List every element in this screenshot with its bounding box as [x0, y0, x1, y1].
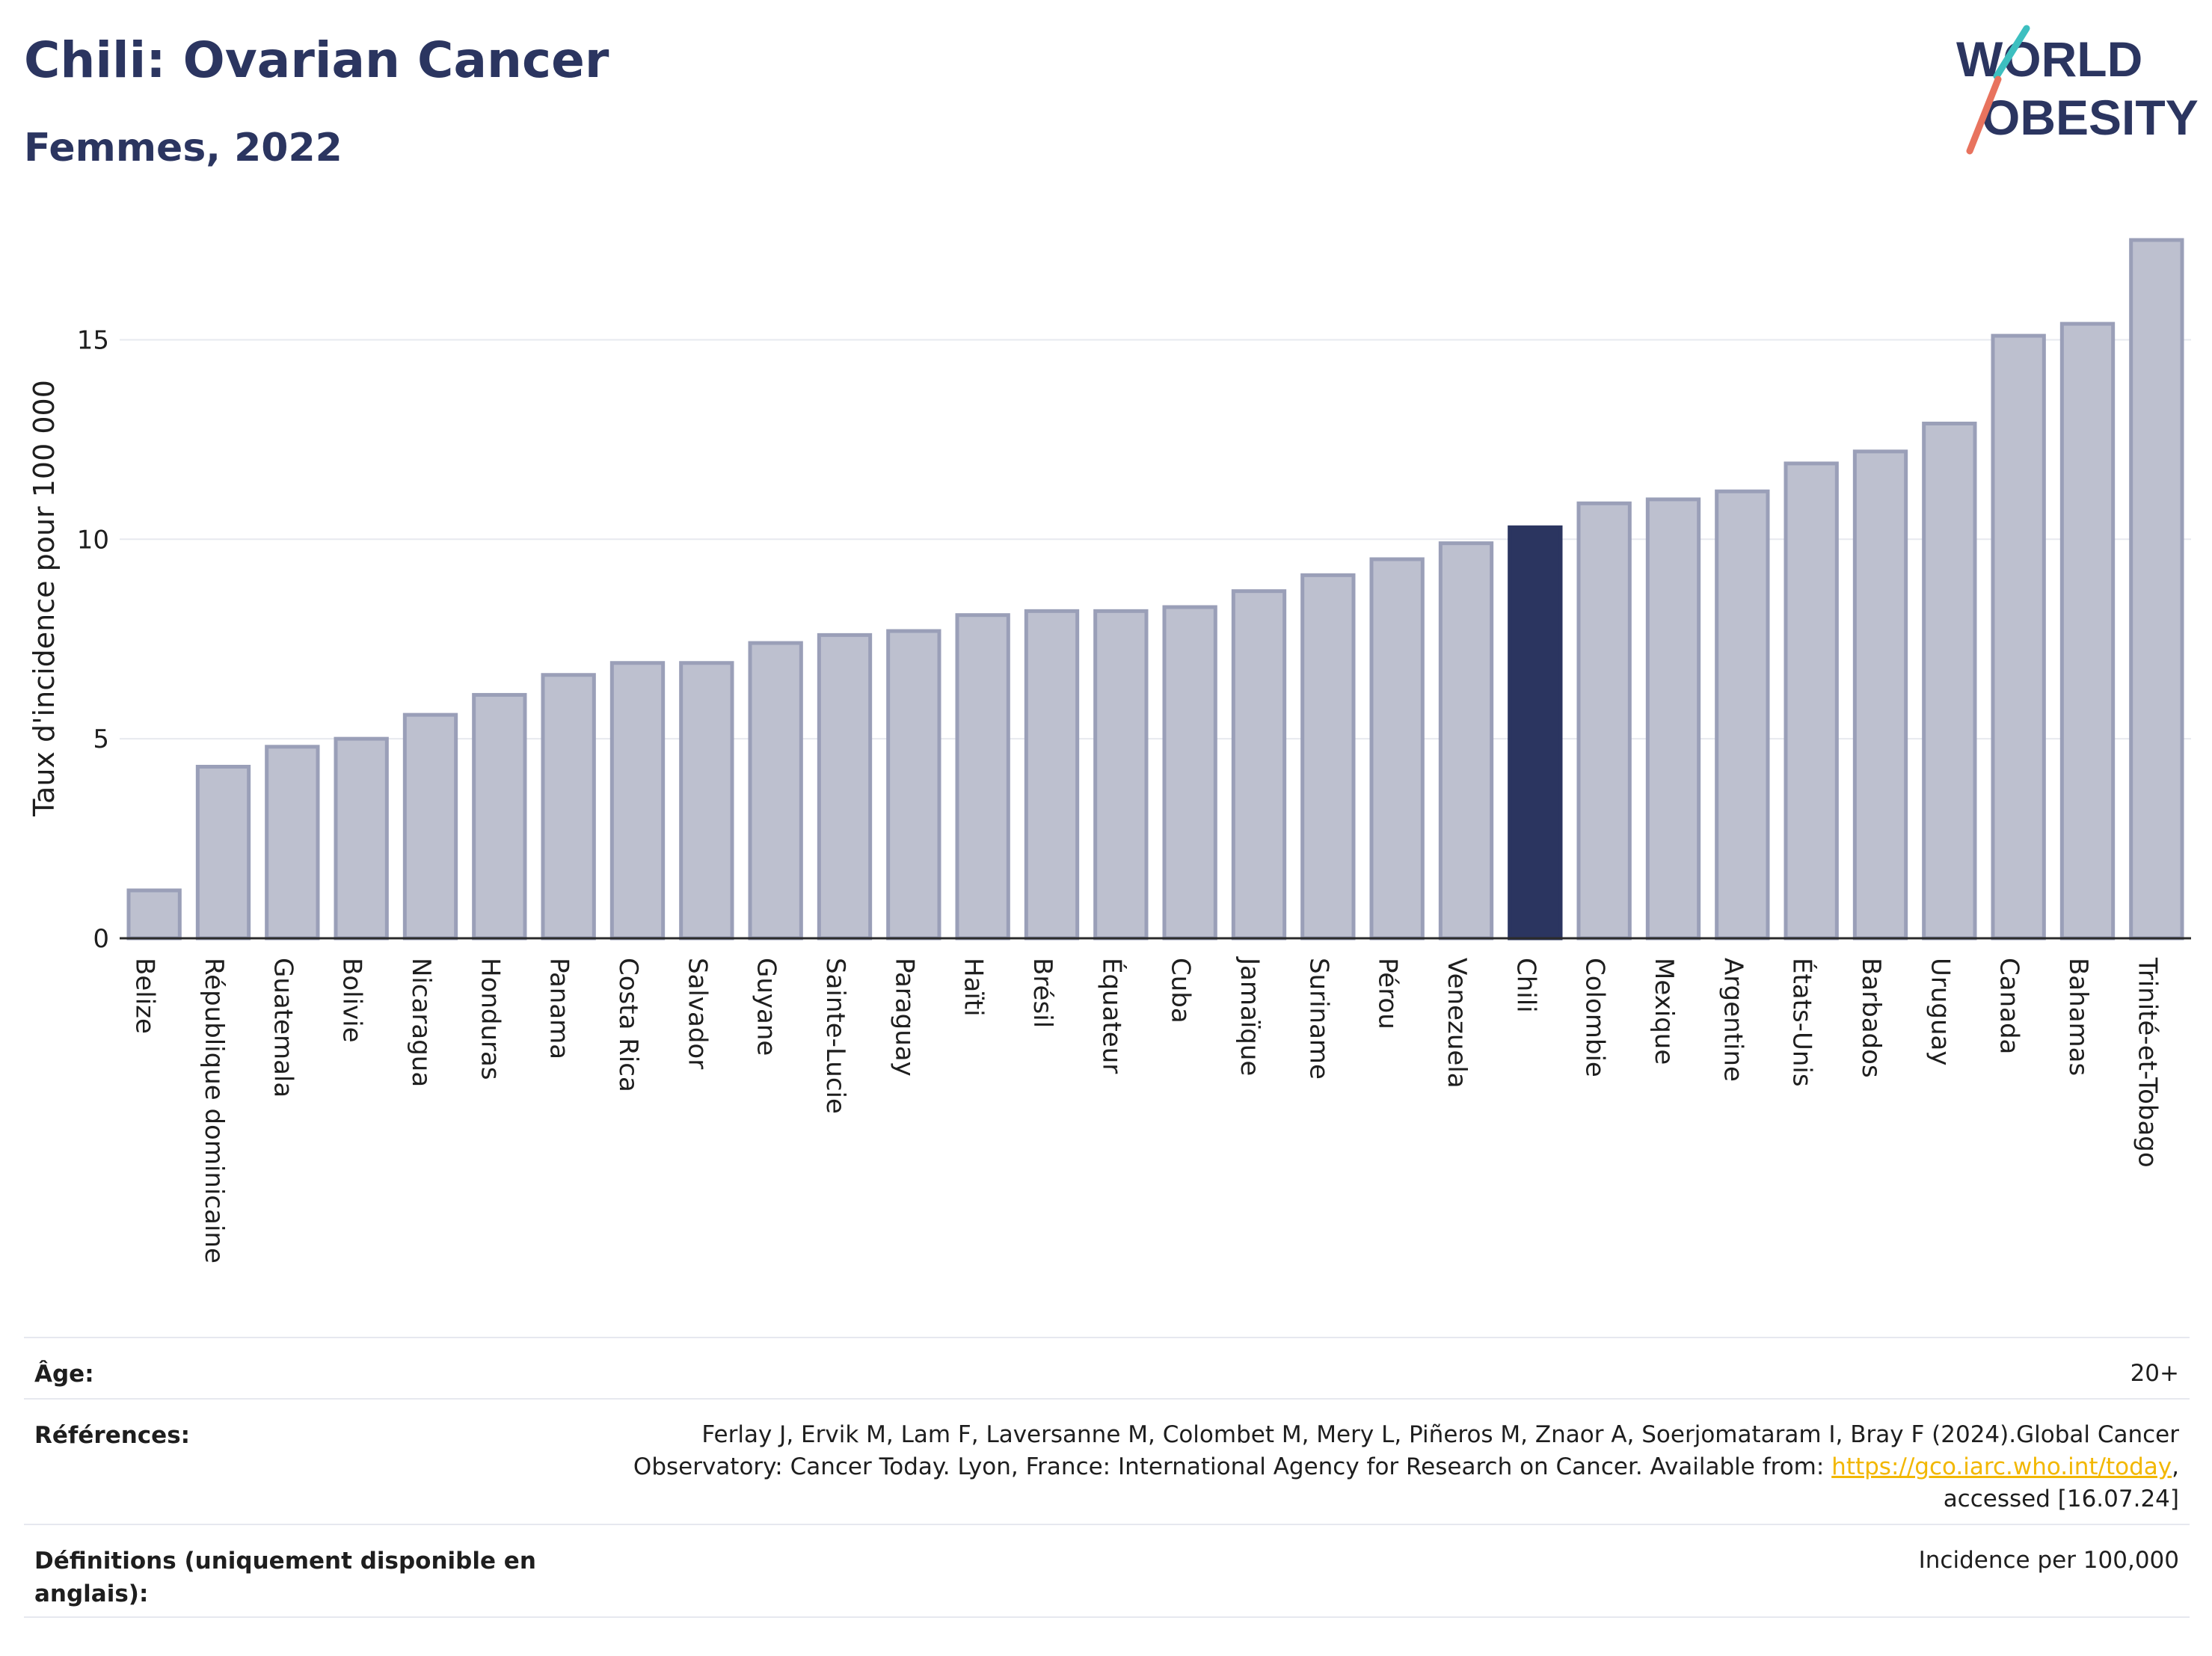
logo-slash-teal [1993, 25, 2030, 80]
bar[interactable] [1576, 501, 1632, 941]
x-tick-label: Nicaragua [406, 958, 436, 1087]
bar[interactable] [1369, 557, 1425, 941]
x-tick-label: Chili [1511, 958, 1540, 1013]
bar[interactable] [1784, 461, 1839, 941]
x-tick-label: Barbados [1856, 958, 1886, 1078]
references-row: Références: Ferlay J, Ervik M, Lam F, La… [24, 1398, 2190, 1524]
y-tick-label: 15 [77, 325, 109, 355]
bar[interactable] [817, 632, 873, 941]
chart-footer: Âge: 20+ Références: Ferlay J, Ervik M, … [24, 1337, 2190, 1618]
x-tick-label: Canada [1994, 958, 2024, 1054]
page-title: Chili: Ovarian Cancer [24, 31, 609, 89]
bar[interactable] [472, 692, 527, 941]
bar[interactable] [1300, 573, 1356, 941]
references-value: Ferlay J, Ervik M, Lam F, Laversanne M, … [571, 1419, 2179, 1515]
bar[interactable] [1438, 541, 1494, 941]
bar[interactable] [679, 661, 734, 941]
x-tick-label: Bahamas [2063, 958, 2093, 1076]
references-link[interactable]: https://gco.iarc.who.int/today [1831, 1453, 2172, 1480]
bar[interactable] [126, 888, 182, 941]
bar[interactable] [334, 736, 389, 941]
bar[interactable] [1024, 609, 1080, 941]
x-tick-label: Venezuela [1442, 958, 1472, 1089]
x-tick-label: Colombie [1580, 958, 1610, 1077]
bar-highlight[interactable] [1508, 525, 1563, 941]
bar[interactable] [1162, 605, 1217, 941]
definitions-value: Incidence per 100,000 [1918, 1547, 2179, 1574]
bar[interactable] [886, 629, 941, 941]
world-obesity-logo: WORLD OBESITY [1956, 25, 2199, 155]
chart-x-labels: Belize République dominicaine Guatemala Bol… [130, 956, 2163, 1263]
x-tick-label: Argentine [1718, 958, 1748, 1082]
x-tick-label: Panama [544, 958, 574, 1059]
x-tick-label: Pérou [1373, 958, 1403, 1029]
bar[interactable] [748, 641, 803, 941]
x-tick-label: Bolivie [337, 958, 367, 1043]
chart-bars [126, 238, 2184, 941]
x-tick-label: Paraguay [889, 958, 919, 1077]
x-tick-label: Cuba [1166, 958, 1196, 1024]
logo-text-line2: OBESITY [1982, 90, 2199, 145]
x-tick-label: Honduras [475, 958, 505, 1080]
x-tick-label: Belize [130, 958, 160, 1034]
bar[interactable] [1231, 589, 1287, 941]
x-tick-label: Sainte-Lucie [820, 958, 850, 1114]
bar[interactable] [2059, 321, 2116, 941]
y-axis-label: Taux d'incidence pour 100 000 [28, 380, 61, 817]
references-text: Ferlay J, Ervik M, Lam F, Laversanne M, … [633, 1421, 2179, 1480]
bar[interactable] [609, 661, 666, 941]
logo-text-line1: WORLD [1956, 31, 2142, 87]
x-tick-label: Trinité-et-Tobago [2132, 957, 2162, 1168]
x-tick-label: Équateur [1096, 958, 1127, 1074]
page-subtitle: Femmes, 2022 [24, 126, 342, 170]
logo-slash-coral [1966, 76, 2002, 155]
y-tick-label: 10 [77, 525, 109, 555]
y-tick-label: 0 [93, 924, 109, 954]
age-row: Âge: 20+ [24, 1337, 2190, 1398]
bar[interactable] [1922, 422, 1977, 941]
chart-y-ticks: 0 5 10 15 [77, 325, 109, 954]
x-tick-label: République dominicaine [199, 958, 229, 1263]
x-tick-label: Uruguay [1925, 958, 1955, 1066]
references-text-end: , accessed [16.07.24] [1943, 1453, 2179, 1512]
bar[interactable] [195, 765, 251, 941]
y-tick-label: 5 [93, 724, 109, 754]
bar[interactable] [1093, 609, 1149, 941]
x-tick-label: Guyane [752, 958, 781, 1056]
bar[interactable] [1645, 497, 1701, 941]
age-label: Âge: [34, 1361, 94, 1388]
bar[interactable] [2129, 238, 2184, 941]
x-tick-label: Haïti [959, 958, 989, 1017]
definitions-label: Définitions (uniquement disponible en an… [34, 1548, 536, 1607]
x-tick-label: Brésil [1027, 958, 1057, 1028]
references-label: Références: [34, 1422, 191, 1449]
x-tick-label: Salvador [682, 958, 712, 1069]
bar[interactable] [541, 673, 596, 941]
x-tick-label: Jamaïque [1235, 956, 1265, 1076]
x-tick-label: États-Unis [1787, 958, 1818, 1087]
x-tick-label: Suriname [1303, 958, 1333, 1080]
bar[interactable] [955, 613, 1010, 941]
age-value: 20+ [2130, 1360, 2179, 1387]
x-tick-label: Mexique [1649, 958, 1679, 1065]
bar[interactable] [265, 745, 320, 941]
bar[interactable] [1852, 449, 1908, 941]
chart-gridlines [120, 339, 2191, 740]
bar[interactable] [402, 712, 458, 941]
bar[interactable] [1991, 333, 2046, 941]
bar[interactable] [1715, 489, 1770, 941]
x-tick-label: Costa Rica [613, 958, 643, 1092]
x-tick-label: Guatemala [268, 958, 298, 1098]
definitions-row: Définitions (uniquement disponible en an… [24, 1524, 2190, 1618]
bar-chart: 0 5 10 15 Belize République dominicaine Guate… [28, 238, 2191, 1263]
